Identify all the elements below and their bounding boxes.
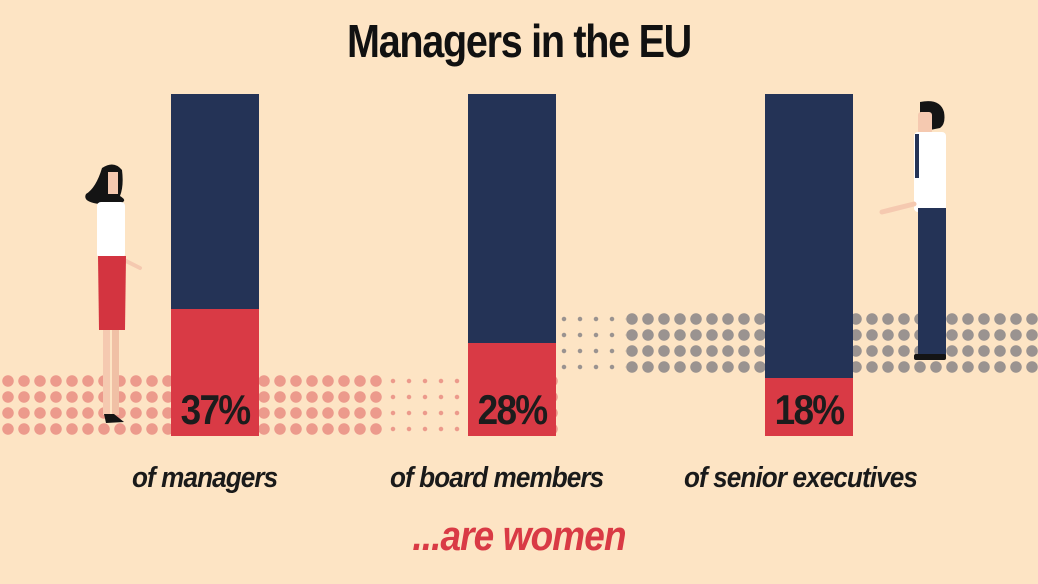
grey-halftone-fade bbox=[556, 311, 626, 377]
percentage-label: 18% bbox=[774, 386, 845, 433]
bar-women-share bbox=[171, 309, 259, 436]
bar-managers: 37% bbox=[171, 94, 259, 436]
percentage-label: 37% bbox=[180, 386, 251, 433]
woman-figure-icon bbox=[85, 164, 142, 423]
bar-board-members: 28% bbox=[468, 94, 556, 436]
footer-caption: ...are women bbox=[412, 512, 626, 559]
bar-women-share bbox=[765, 378, 853, 436]
category-label-managers: of managers bbox=[132, 462, 278, 494]
bar-women-share bbox=[468, 343, 556, 436]
man-figure-icon bbox=[879, 101, 946, 360]
chart-title: Managers in the EU bbox=[347, 15, 692, 67]
category-label-senior-executives: of senior executives bbox=[684, 462, 918, 494]
category-label-board-members: of board members bbox=[390, 462, 604, 494]
percentage-label: 28% bbox=[477, 386, 548, 433]
red-halftone-fade bbox=[385, 373, 475, 435]
bar-senior-executives: 18% bbox=[765, 94, 853, 436]
